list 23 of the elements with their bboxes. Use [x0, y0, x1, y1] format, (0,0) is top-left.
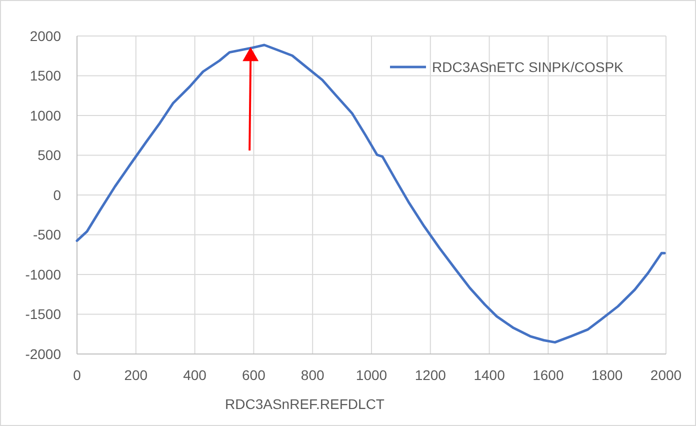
- x-tick-label: 1400: [474, 367, 506, 383]
- y-tick-label: 0: [53, 186, 62, 203]
- x-tick-label: 2000: [650, 367, 682, 383]
- y-tick-label: -500: [32, 226, 62, 243]
- line-series: [76, 44, 666, 344]
- y-tick-label: 2000: [30, 28, 62, 44]
- x-tick-label: 800: [300, 367, 324, 383]
- x-tick-label: 1200: [414, 367, 446, 383]
- x-axis-title: RDC3ASnREF.REFDLCT: [225, 396, 385, 412]
- x-tick-label: 0: [73, 367, 82, 383]
- y-tick-label: -2000: [25, 346, 62, 362]
- y-tick-label: -1500: [25, 306, 62, 322]
- x-tick-label: 400: [183, 367, 207, 383]
- y-tick-label: 500: [38, 147, 62, 164]
- y-tick-label: 1500: [30, 68, 62, 84]
- y-tick-label: -1000: [25, 266, 62, 282]
- x-tick-label: 1000: [356, 367, 388, 383]
- x-tick-label: 1800: [592, 367, 623, 383]
- x-tick-label: 600: [242, 367, 266, 383]
- x-tick-label: 200: [124, 367, 148, 383]
- legend-label: RDC3ASnETC SINPK/COSPK: [432, 58, 624, 75]
- x-tick-label: 1600: [532, 367, 564, 383]
- y-tick-label: 1000: [30, 107, 62, 124]
